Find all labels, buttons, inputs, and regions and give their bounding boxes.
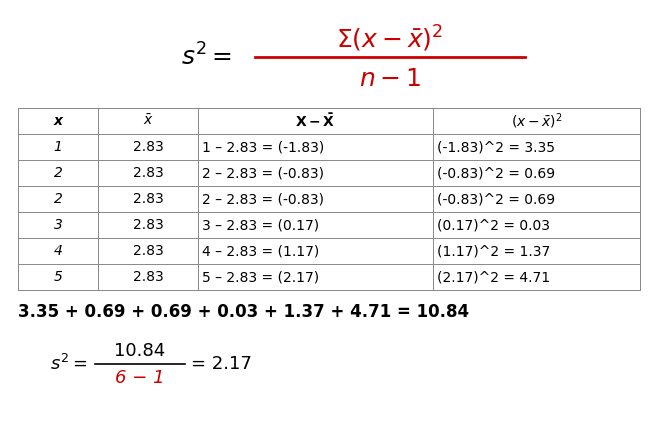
Text: 5 – 2.83 = (2.17): 5 – 2.83 = (2.17) [202,270,319,284]
Text: $n-1$: $n-1$ [359,67,421,91]
Text: 4 – 2.83 = (1.17): 4 – 2.83 = (1.17) [202,244,319,258]
Text: $\bar{x}$: $\bar{x}$ [142,114,153,129]
Text: 3: 3 [53,218,62,232]
Text: $s^2 =$: $s^2 =$ [49,354,87,374]
Text: $(x - \bar{x})^2$: $(x - \bar{x})^2$ [511,111,562,131]
Text: 2: 2 [53,166,62,180]
Text: 4: 4 [53,244,62,258]
Text: 6 − 1: 6 − 1 [115,369,165,387]
Text: 1: 1 [53,140,62,154]
Text: 1 – 2.83 = (-1.83): 1 – 2.83 = (-1.83) [202,140,324,154]
Text: (2.17)^2 = 4.71: (2.17)^2 = 4.71 [437,270,550,284]
Text: 2.83: 2.83 [133,192,163,206]
Text: (-1.83)^2 = 3.35: (-1.83)^2 = 3.35 [437,140,555,154]
Text: 2.83: 2.83 [133,218,163,232]
Text: 2 – 2.83 = (-0.83): 2 – 2.83 = (-0.83) [202,192,324,206]
Text: 3 – 2.83 = (0.17): 3 – 2.83 = (0.17) [202,218,319,232]
Text: 2.83: 2.83 [133,244,163,258]
Text: $s^2 =$: $s^2 =$ [181,44,232,71]
Text: 3.35 + 0.69 + 0.69 + 0.03 + 1.37 + 4.71 = 10.84: 3.35 + 0.69 + 0.69 + 0.03 + 1.37 + 4.71 … [18,303,469,321]
Text: (0.17)^2 = 0.03: (0.17)^2 = 0.03 [437,218,550,232]
Text: (-0.83)^2 = 0.69: (-0.83)^2 = 0.69 [437,192,555,206]
Text: = 2.17: = 2.17 [191,355,252,373]
Text: (1.17)^2 = 1.37: (1.17)^2 = 1.37 [437,244,551,258]
Text: $\mathbf{X - \bar{X}}$: $\mathbf{X - \bar{X}}$ [295,112,335,130]
Text: 10.84: 10.84 [114,342,166,360]
Text: 2 – 2.83 = (-0.83): 2 – 2.83 = (-0.83) [202,166,324,180]
Text: (-0.83)^2 = 0.69: (-0.83)^2 = 0.69 [437,166,555,180]
Text: $\Sigma(x-\bar{x})^2$: $\Sigma(x-\bar{x})^2$ [337,24,443,54]
Text: 2.83: 2.83 [133,140,163,154]
Text: 5: 5 [53,270,62,284]
Text: 2: 2 [53,192,62,206]
Text: x: x [53,114,62,128]
Text: 2.83: 2.83 [133,166,163,180]
Text: 2.83: 2.83 [133,270,163,284]
